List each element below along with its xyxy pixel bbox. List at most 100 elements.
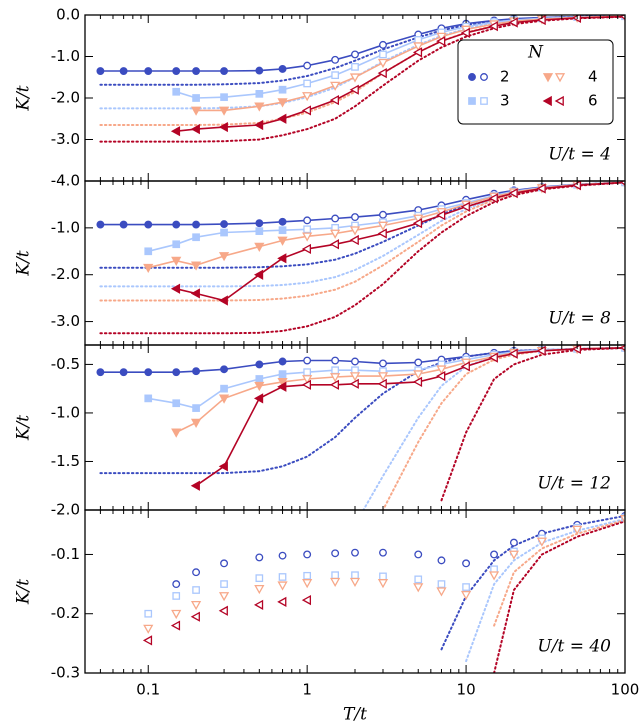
marker — [377, 67, 387, 79]
marker — [330, 577, 341, 588]
marker — [218, 592, 230, 602]
marker — [509, 538, 518, 547]
marker — [349, 577, 361, 588]
y-tick-label: -2.0 — [51, 501, 80, 519]
marker — [171, 428, 182, 438]
y-tick-label: -3.0 — [51, 312, 80, 330]
marker — [254, 584, 265, 595]
marker — [303, 225, 312, 234]
marker — [277, 381, 287, 392]
y-tick-label: -0.1 — [51, 545, 80, 563]
marker — [255, 375, 264, 383]
marker — [414, 550, 423, 559]
dotted-line — [465, 517, 625, 663]
marker — [255, 574, 264, 583]
marker — [278, 226, 287, 235]
legend-label: 3 — [500, 92, 510, 110]
marker — [192, 568, 201, 577]
series-line — [148, 181, 625, 269]
marker — [414, 358, 423, 367]
marker — [170, 620, 181, 631]
marker — [413, 583, 424, 593]
marker — [331, 549, 340, 558]
marker — [480, 97, 488, 105]
marker — [303, 356, 312, 365]
series-line — [148, 181, 625, 253]
marker — [220, 220, 229, 229]
marker — [171, 256, 182, 266]
marker — [554, 95, 564, 107]
marker — [331, 356, 340, 365]
marker — [351, 63, 359, 71]
marker — [351, 571, 359, 580]
series-line — [100, 347, 625, 373]
marker — [351, 357, 359, 366]
marker — [278, 217, 287, 226]
marker — [303, 216, 312, 225]
frame — [84, 509, 626, 674]
marker — [218, 461, 228, 472]
dotted-line — [99, 15, 625, 110]
marker — [172, 399, 181, 408]
marker — [218, 106, 230, 116]
plot-area — [96, 15, 625, 143]
y-axis-label: K/t — [14, 85, 34, 111]
x-tick-label: 10 — [457, 681, 476, 699]
marker — [190, 600, 202, 611]
marker — [192, 94, 200, 102]
y-tick-label: -2.0 — [51, 265, 80, 283]
marker — [255, 219, 264, 228]
series-line — [176, 181, 625, 302]
marker — [277, 236, 288, 246]
marker — [220, 93, 228, 102]
marker — [488, 352, 498, 363]
marker — [172, 240, 181, 249]
marker — [302, 92, 313, 102]
marker — [379, 572, 387, 581]
marker — [278, 370, 287, 378]
legend-label: 4 — [588, 68, 598, 86]
marker — [253, 393, 264, 404]
marker — [144, 247, 153, 256]
dotted-line — [440, 514, 625, 651]
marker — [462, 559, 471, 568]
marker — [277, 596, 287, 607]
marker — [460, 27, 470, 38]
marker — [172, 87, 181, 96]
marker — [302, 375, 313, 385]
marker — [436, 36, 446, 47]
marker — [170, 283, 181, 294]
marker — [96, 220, 105, 229]
marker — [96, 368, 105, 377]
legend-label: 2 — [500, 68, 510, 86]
marker — [190, 418, 202, 428]
marker — [192, 586, 200, 594]
marker — [303, 368, 312, 377]
y-tick-label: -0.3 — [51, 664, 80, 682]
marker — [412, 47, 423, 58]
y-tick-label: -1.0 — [51, 47, 80, 65]
marker — [218, 295, 228, 306]
marker — [144, 220, 153, 229]
marker — [349, 73, 361, 83]
marker — [436, 210, 446, 221]
y-axis-label: K/t — [14, 415, 34, 441]
marker — [413, 42, 424, 52]
marker — [377, 228, 387, 239]
y-tick-label: 0.0 — [56, 6, 80, 24]
x-tick-label: 0.1 — [136, 681, 160, 699]
marker — [218, 605, 228, 616]
marker — [351, 548, 359, 557]
marker — [468, 73, 476, 81]
plot-area — [96, 181, 625, 335]
plot-area — [142, 511, 625, 673]
marker — [351, 50, 359, 59]
legend-title: N — [527, 43, 544, 63]
marker — [329, 94, 339, 106]
y-tick-label: -1.0 — [51, 403, 80, 421]
marker — [277, 253, 287, 264]
series-line — [148, 347, 625, 409]
marker — [436, 32, 447, 42]
marker — [172, 592, 181, 600]
marker — [218, 252, 230, 262]
